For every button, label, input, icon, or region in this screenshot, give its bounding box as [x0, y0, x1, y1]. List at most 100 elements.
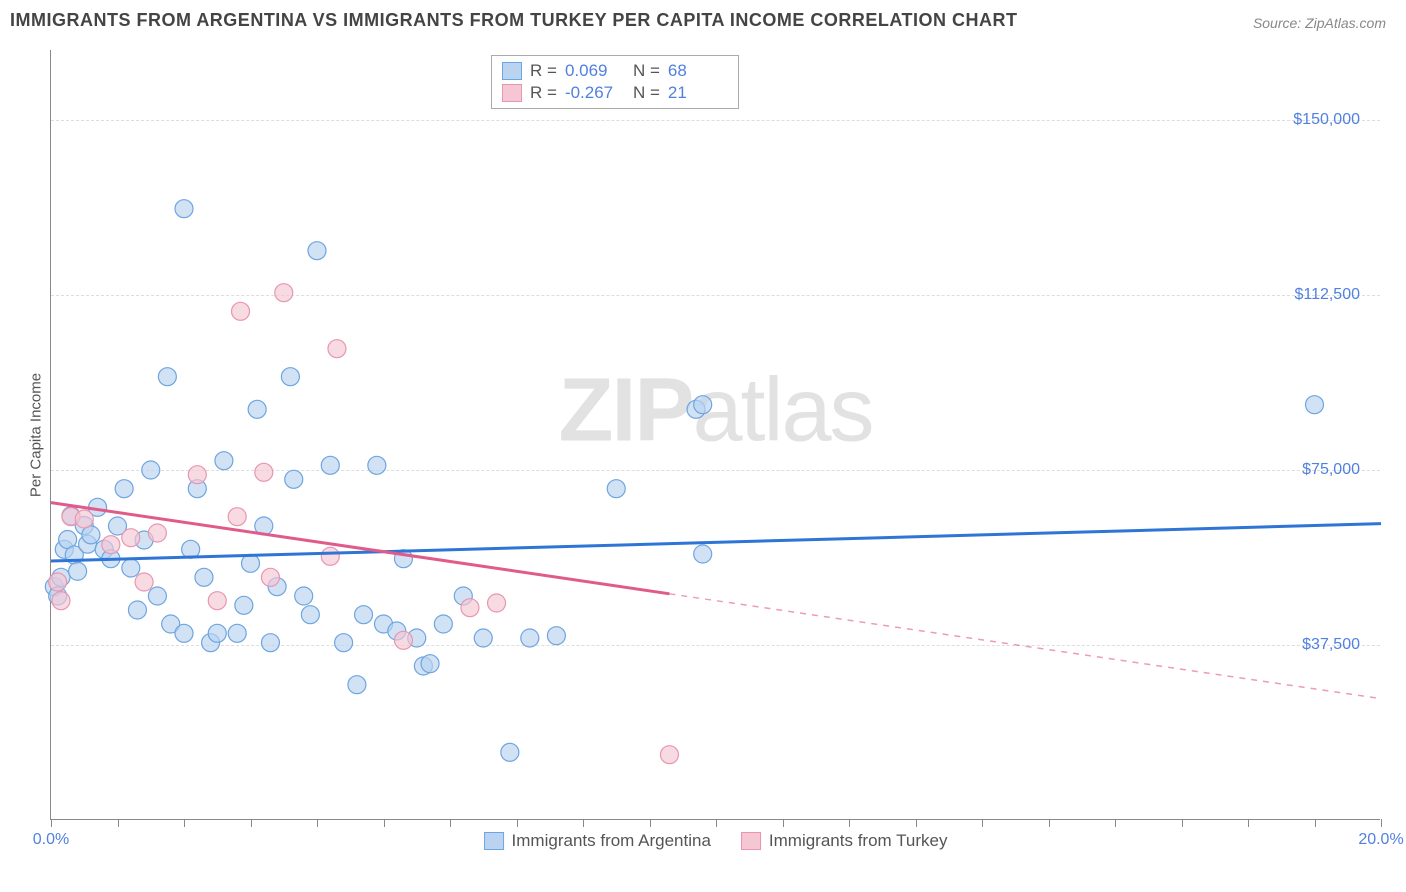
x-tick — [1182, 819, 1183, 827]
scatter-point — [175, 624, 193, 642]
legend-stats-row-0: R = 0.069 N = 68 — [502, 60, 728, 82]
chart-title: IMMIGRANTS FROM ARGENTINA VS IMMIGRANTS … — [10, 10, 1017, 31]
scatter-point — [215, 452, 233, 470]
scatter-point — [142, 461, 160, 479]
scatter-point — [135, 573, 153, 591]
scatter-point — [122, 529, 140, 547]
scatter-point — [232, 302, 250, 320]
scatter-point — [301, 606, 319, 624]
scatter-point — [175, 200, 193, 218]
scatter-point — [228, 508, 246, 526]
x-tick — [184, 819, 185, 827]
scatter-point — [281, 368, 299, 386]
scatter-point — [421, 655, 439, 673]
y-axis-label: Per Capita Income — [28, 372, 45, 496]
scatter-point — [335, 634, 353, 652]
trend-line-solid — [51, 524, 1381, 561]
scatter-point — [195, 568, 213, 586]
scatter-point — [69, 562, 87, 580]
scatter-point — [308, 242, 326, 260]
scatter-point — [660, 746, 678, 764]
legend-swatch-turkey — [502, 84, 522, 102]
x-tick — [118, 819, 119, 827]
stat-R-val-0: 0.069 — [565, 61, 625, 81]
scatter-point — [208, 624, 226, 642]
x-tick — [251, 819, 252, 827]
x-tick — [450, 819, 451, 827]
x-tick — [384, 819, 385, 827]
x-tick — [783, 819, 784, 827]
scatter-point — [148, 524, 166, 542]
scatter-point — [607, 480, 625, 498]
chart-source: Source: ZipAtlas.com — [1253, 15, 1386, 31]
scatter-point — [521, 629, 539, 647]
x-tick — [1248, 819, 1249, 827]
scatter-point — [501, 743, 519, 761]
scatter-point — [547, 627, 565, 645]
scatter-point — [75, 510, 93, 528]
scatter-point — [275, 284, 293, 302]
scatter-point — [348, 676, 366, 694]
bottom-swatch-turkey — [741, 832, 761, 850]
plot-svg — [51, 50, 1380, 819]
trend-line-dashed — [669, 594, 1381, 699]
x-tick — [650, 819, 651, 827]
x-tick — [1115, 819, 1116, 827]
scatter-point — [488, 594, 506, 612]
scatter-point — [295, 587, 313, 605]
x-tick — [916, 819, 917, 827]
scatter-point — [261, 634, 279, 652]
stat-N-label: N = — [633, 83, 660, 103]
bottom-legend-item-1: Immigrants from Turkey — [741, 831, 948, 851]
stat-N-val-0: 68 — [668, 61, 728, 81]
bottom-swatch-argentina — [484, 832, 504, 850]
scatter-point — [321, 456, 339, 474]
scatter-point — [474, 629, 492, 647]
scatter-point — [235, 596, 253, 614]
chart-container: IMMIGRANTS FROM ARGENTINA VS IMMIGRANTS … — [10, 10, 1396, 882]
scatter-point — [148, 587, 166, 605]
x-tick — [1049, 819, 1050, 827]
scatter-point — [102, 536, 120, 554]
stat-R-label: R = — [530, 83, 557, 103]
x-tick — [517, 819, 518, 827]
scatter-point — [158, 368, 176, 386]
x-tick — [583, 819, 584, 827]
x-tick-label: 20.0% — [1358, 831, 1403, 849]
x-tick — [849, 819, 850, 827]
scatter-point — [208, 592, 226, 610]
x-tick — [982, 819, 983, 827]
scatter-point — [328, 340, 346, 358]
scatter-point — [694, 545, 712, 563]
plot-area: Per Capita Income ZIPatlas $37,500$75,00… — [50, 50, 1380, 820]
scatter-point — [188, 466, 206, 484]
x-tick — [317, 819, 318, 827]
scatter-point — [228, 624, 246, 642]
legend-stats-row-1: R = -0.267 N = 21 — [502, 82, 728, 104]
x-tick — [51, 819, 52, 827]
stat-N-val-1: 21 — [668, 83, 728, 103]
scatter-point — [394, 631, 412, 649]
scatter-point — [248, 400, 266, 418]
x-tick — [1315, 819, 1316, 827]
bottom-legend-label-0: Immigrants from Argentina — [512, 831, 711, 851]
scatter-point — [321, 547, 339, 565]
legend-swatch-argentina — [502, 62, 522, 80]
scatter-point — [1306, 396, 1324, 414]
legend-stats-box: R = 0.069 N = 68 R = -0.267 N = 21 — [491, 55, 739, 109]
scatter-point — [461, 599, 479, 617]
stat-R-val-1: -0.267 — [565, 83, 625, 103]
x-tick — [716, 819, 717, 827]
bottom-legend: Immigrants from Argentina Immigrants fro… — [484, 831, 948, 851]
scatter-point — [694, 396, 712, 414]
scatter-point — [285, 470, 303, 488]
scatter-point — [434, 615, 452, 633]
stat-N-label: N = — [633, 61, 660, 81]
scatter-point — [355, 606, 373, 624]
stat-R-label: R = — [530, 61, 557, 81]
scatter-point — [115, 480, 133, 498]
scatter-point — [128, 601, 146, 619]
scatter-point — [52, 592, 70, 610]
scatter-point — [49, 573, 67, 591]
scatter-point — [261, 568, 279, 586]
